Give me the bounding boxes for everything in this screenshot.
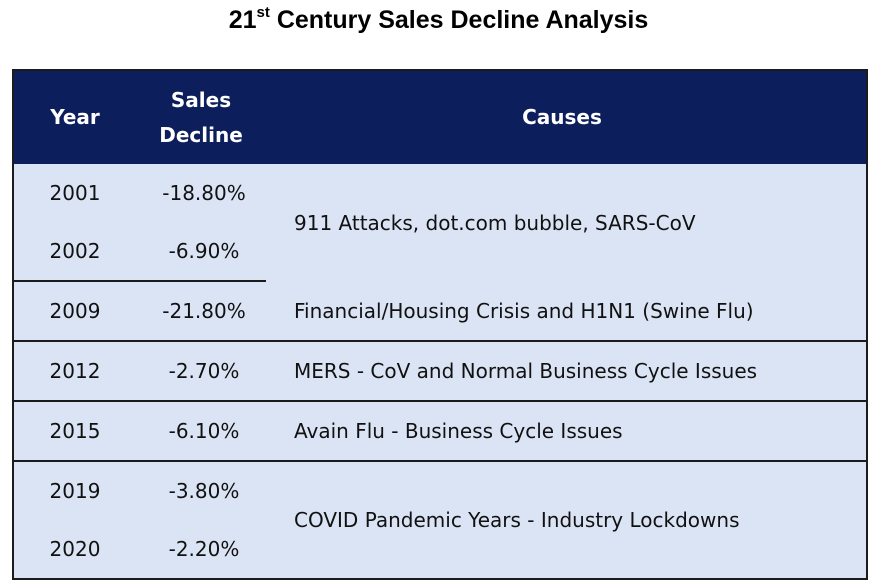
table-row: 2020 -2.20% [13,520,867,579]
table-row: 2012 -2.70% MERS - CoV and Normal Busine… [13,341,867,402]
table-row: 2019 -3.80% COVID Pandemic Years - Indus… [13,461,867,579]
decline-cell: -3.80% [136,461,266,520]
table-row: 2015 -6.10% Avain Flu - Business Cycle I… [13,401,867,462]
title-suffix: Century Sales Decline Analysis [269,6,649,34]
header-row: Year Sales Decline Causes [13,70,867,164]
year-cell: 2009 [13,281,136,342]
decline-cell: -21.80% [136,281,266,342]
year-cell: 2012 [13,341,136,402]
cause-cell: Avain Flu - Business Cycle Issues [266,401,867,462]
year-cell: 2019 [13,461,136,520]
cause-cell: MERS - CoV and Normal Business Cycle Iss… [266,341,867,402]
cause-cell: COVID Pandemic Years - Industry Lockdown… [266,461,867,579]
year-cell: 2015 [13,401,136,462]
table-header: Year Sales Decline Causes [13,70,867,164]
header-sales-decline: Sales Decline [136,70,266,164]
table-row: 2009 -21.80% Financial/Housing Crisis an… [13,281,867,342]
year-cell: 2020 [13,520,136,579]
cause-cell: 911 Attacks, dot.com bubble, SARS-CoV [266,164,867,281]
decline-cell: -6.10% [136,401,266,462]
title-prefix: 21 [228,6,257,34]
title-superscript: st [256,4,270,21]
decline-cell: -6.90% [136,222,266,282]
header-sales-line1: Sales [170,87,232,112]
decline-cell: -2.20% [136,520,266,579]
header-year: Year [50,105,100,129]
table-row: 2001 -18.80% 911 Attacks, dot.com bubble… [13,164,867,281]
table-body: 2001 -18.80% 911 Attacks, dot.com bubble… [13,164,867,579]
decline-cell: -2.70% [136,341,266,402]
table-row: 2002 -6.90% [13,222,867,282]
header-causes: Causes [522,105,602,129]
year-cell: 2001 [13,164,136,222]
header-sales-line2: Decline [159,122,243,147]
decline-cell: -18.80% [136,164,266,222]
sales-decline-table: Year Sales Decline Causes 2001 -18.80% 91… [12,69,868,580]
page-title: 21st Century Sales Decline Analysis [0,4,877,35]
year-cell: 2002 [13,222,136,282]
cause-cell: Financial/Housing Crisis and H1N1 (Swine… [266,281,867,342]
